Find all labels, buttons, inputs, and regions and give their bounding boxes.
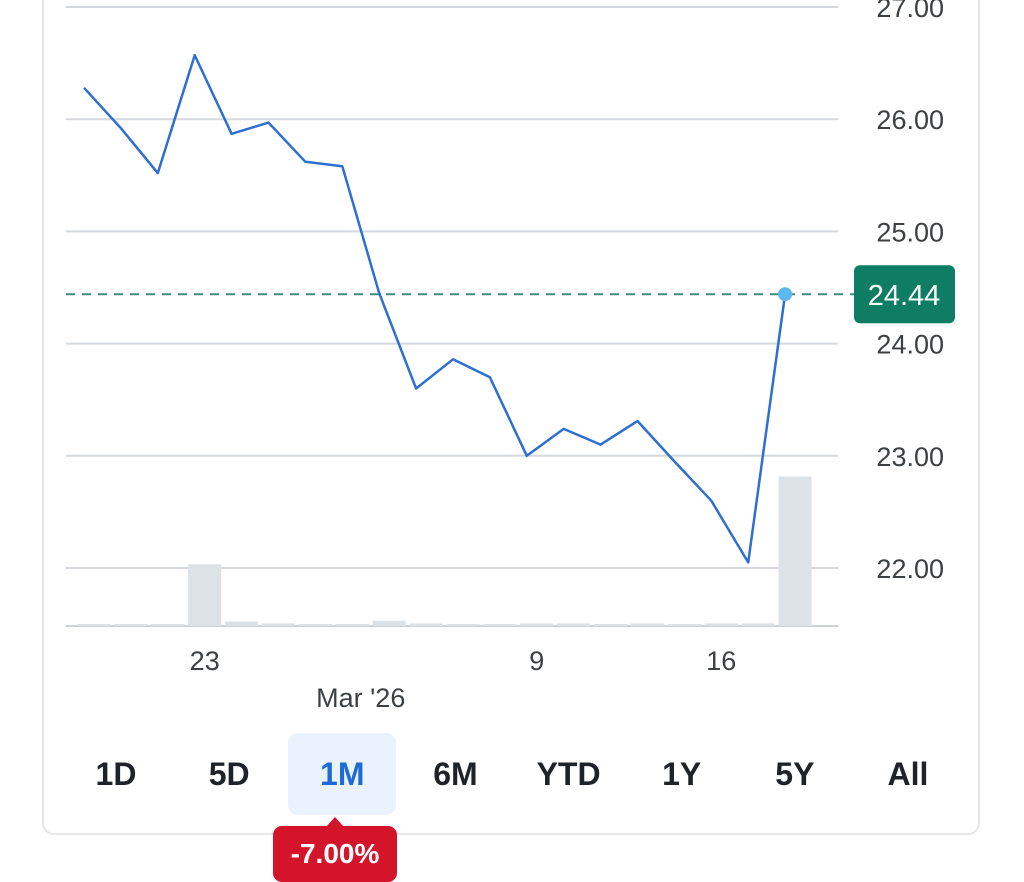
volume-bar xyxy=(409,623,443,626)
price-chart[interactable]: 22.00 23.00 24.00 25.00 26.00 27.00 24.44 23 9 16… xyxy=(0,0,1024,730)
tab-5y[interactable]: 5Y xyxy=(775,755,815,792)
volume-bar xyxy=(298,624,332,626)
last-price-label: 24.44 xyxy=(868,280,941,312)
volume-bar xyxy=(446,624,480,626)
volume-bar xyxy=(741,623,775,626)
tab-all[interactable]: All xyxy=(887,755,929,792)
x-tick-label: 9 xyxy=(529,646,544,676)
change-badge: -7.00% xyxy=(273,817,397,882)
x-tick-label: 16 xyxy=(706,646,736,676)
volume-bar xyxy=(520,623,554,626)
volume-bar xyxy=(225,621,259,626)
volume-bar xyxy=(151,624,185,626)
tab-1y[interactable]: 1Y xyxy=(662,755,702,792)
volume-bar xyxy=(667,624,701,626)
tab-1m[interactable]: 1M xyxy=(288,733,397,815)
y-tick-label: 22.00 xyxy=(876,554,944,584)
y-tick-label: 24.00 xyxy=(876,330,944,360)
volume-bar xyxy=(335,624,369,626)
y-tick-label: 27.00 xyxy=(876,0,944,23)
volume-bar xyxy=(778,476,812,626)
volume-layer xyxy=(77,476,812,626)
tab-1d[interactable]: 1D xyxy=(95,755,137,792)
chart-card xyxy=(42,0,980,835)
y-tick-label: 23.00 xyxy=(876,442,944,472)
tab-ytd[interactable]: YTD xyxy=(536,755,601,792)
line-layer xyxy=(66,53,858,564)
volume-bar xyxy=(77,624,111,626)
y-tick-label: 25.00 xyxy=(876,217,944,247)
volume-bar xyxy=(631,623,664,626)
x-tick-label: 23 xyxy=(190,646,220,676)
price-line xyxy=(83,53,787,564)
x-month-label: Mar '26 xyxy=(316,683,405,713)
tab-5d[interactable]: 5D xyxy=(208,755,250,792)
last-price-marker xyxy=(778,287,793,302)
y-tick-label: 26.00 xyxy=(876,105,944,135)
volume-bar xyxy=(262,623,295,626)
volume-bar xyxy=(188,564,222,626)
range-tabs: 1D 5D 1M 6M YTD 1Y 5Y All xyxy=(62,733,962,815)
last-price-label-bg xyxy=(854,265,955,324)
volume-bar xyxy=(704,623,738,626)
label-layer: 22.00 23.00 24.00 25.00 26.00 27.00 24.44 23 9 16… xyxy=(190,0,955,713)
tab-6m[interactable]: 6M xyxy=(433,755,478,792)
volume-bar xyxy=(483,624,517,626)
volume-bar xyxy=(114,624,148,626)
volume-bar xyxy=(557,623,591,626)
volume-bar xyxy=(372,620,406,626)
volume-bar xyxy=(594,624,628,626)
